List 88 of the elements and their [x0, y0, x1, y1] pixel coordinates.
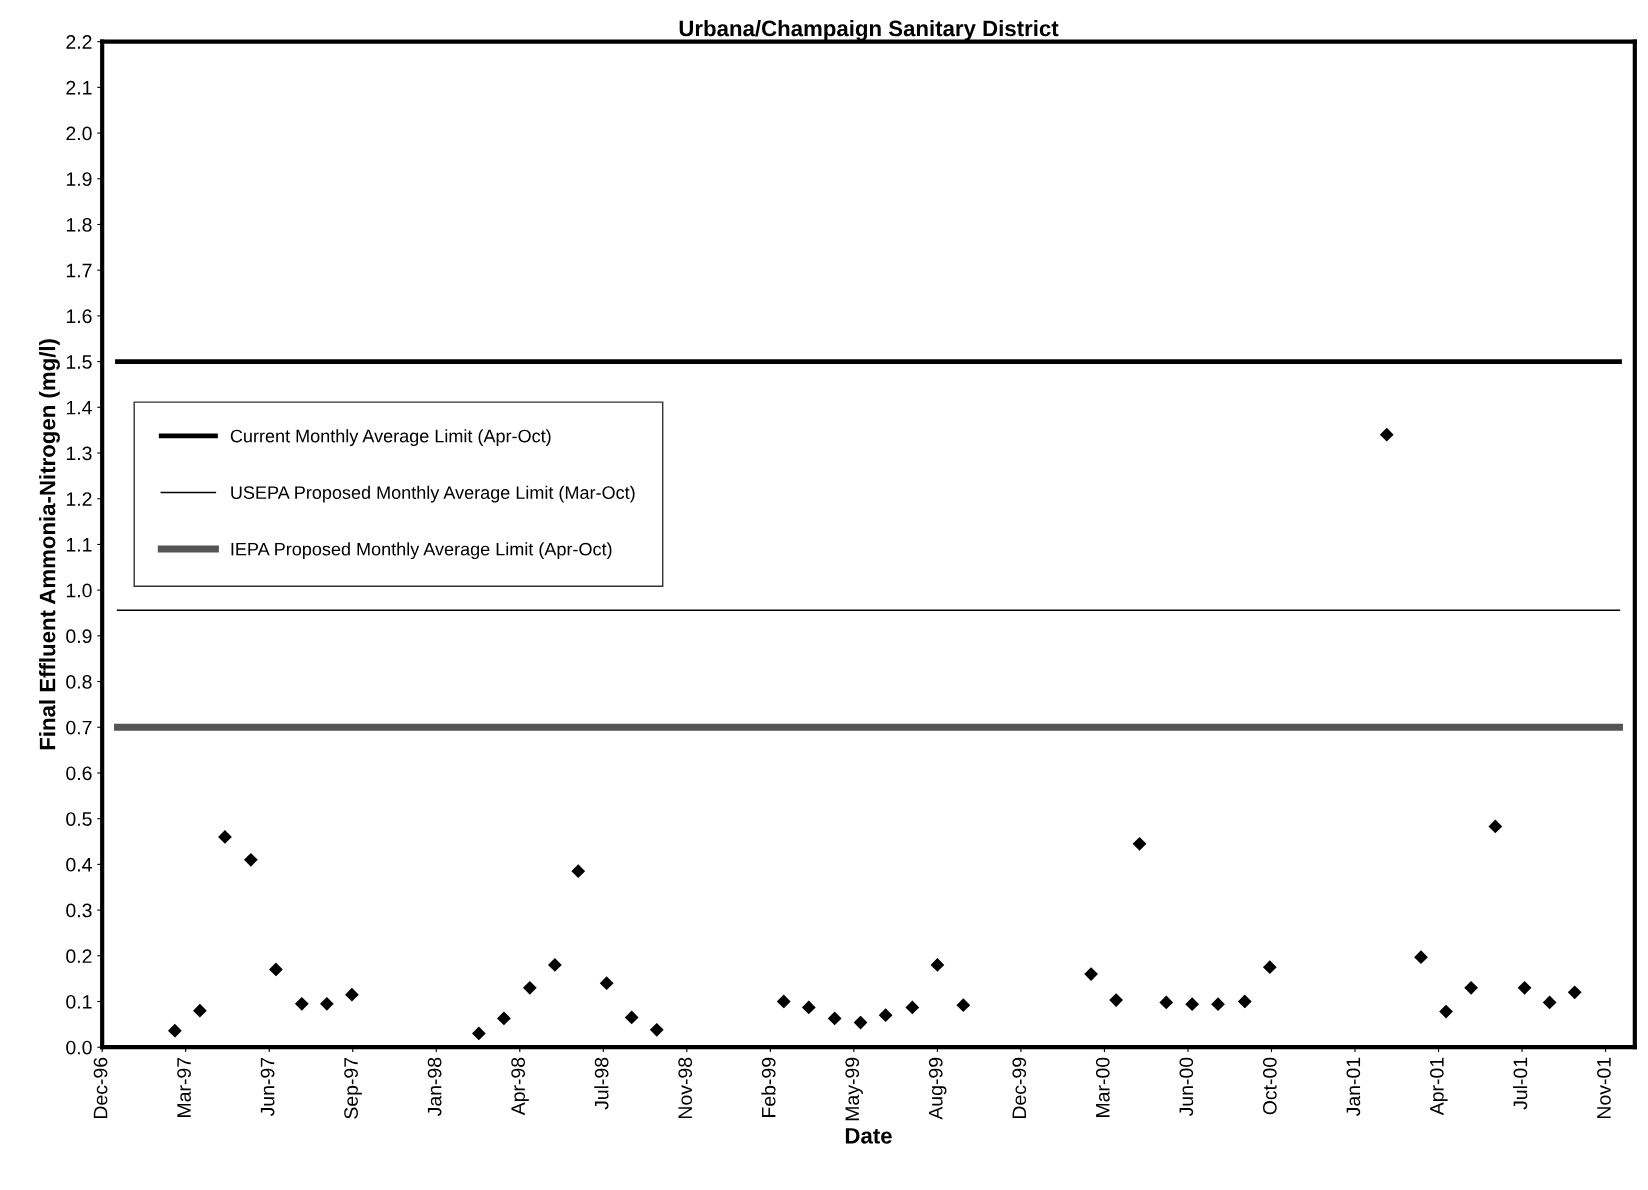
- point: [548, 958, 562, 972]
- y-tick-label: 0.6: [66, 766, 92, 781]
- y-tick-label: 0.1: [66, 994, 92, 1009]
- x-axis-title: Date: [845, 1128, 892, 1144]
- x-tick-label: Mar-97: [177, 1057, 191, 1117]
- x-tick-label: Nov-01: [1597, 1057, 1611, 1119]
- y-tick-label: 1.4: [66, 400, 92, 415]
- point: [600, 976, 614, 990]
- point: [1464, 981, 1478, 995]
- point: [930, 958, 944, 972]
- point: [1159, 995, 1173, 1009]
- y-tick-label: 0.9: [66, 629, 92, 644]
- point: [320, 997, 334, 1011]
- point: [879, 1008, 893, 1022]
- x-tick-label: Jul-01: [1513, 1057, 1528, 1110]
- point: [1238, 994, 1252, 1009]
- point: [777, 994, 791, 1009]
- y-tick-label: 1.5: [66, 355, 92, 369]
- x-tick-label: May-99: [845, 1057, 863, 1121]
- y-tick-label: 0.8: [66, 675, 92, 689]
- y-tick-label: 1.9: [66, 172, 92, 187]
- y-tick-label: 2.2: [66, 35, 92, 49]
- point: [1380, 428, 1394, 442]
- x-tick-label: Jun-00: [1179, 1057, 1194, 1117]
- point: [650, 1023, 664, 1037]
- point: [828, 1011, 842, 1025]
- point: [269, 962, 283, 977]
- legend-label: Current Monthly Average Limit (Apr-Oct): [230, 429, 551, 447]
- y-tick-label: 1.7: [66, 263, 92, 278]
- x-tick-label: Dec-96: [93, 1057, 108, 1119]
- x-tick-label: Aug-99: [928, 1057, 947, 1120]
- x-tick-label: Feb-99: [761, 1057, 776, 1117]
- x-tick-label: Jan-01: [1346, 1057, 1361, 1117]
- point: [802, 1000, 816, 1015]
- point: [472, 1026, 486, 1041]
- point: [295, 997, 309, 1011]
- point: [1568, 985, 1582, 999]
- point: [1084, 967, 1098, 981]
- point: [345, 988, 359, 1002]
- y-tick-label: 1.1: [66, 538, 92, 552]
- point: [1263, 960, 1277, 974]
- y-tick-label: 2.0: [66, 126, 92, 141]
- y-tick-label: 1.3: [66, 446, 92, 461]
- y-tick-label: 1.2: [66, 492, 92, 506]
- point: [625, 1010, 639, 1025]
- point: [244, 853, 258, 867]
- x-tick-label: Apr-01: [1429, 1057, 1448, 1116]
- y-tick-label: 1.0: [66, 583, 92, 598]
- y-tick-label: 2.1: [66, 80, 92, 95]
- point: [853, 1015, 868, 1030]
- point: [571, 864, 585, 878]
- point: [1488, 819, 1502, 834]
- point: [1211, 997, 1225, 1011]
- point: [523, 981, 537, 995]
- y-tick-label: 0.0: [66, 1040, 92, 1055]
- y-tick-label: 1.8: [66, 217, 92, 232]
- point: [1414, 950, 1428, 964]
- y-axis-title: Final Effluent Ammonia-Nitrogen (mg/l): [39, 339, 60, 750]
- x-tick-label: Oct-00: [1262, 1057, 1277, 1115]
- y-tick-label: 0.3: [66, 903, 92, 918]
- point: [905, 1000, 919, 1015]
- x-tick-label: Jun-97: [260, 1057, 275, 1117]
- y-tick-label: 0.4: [66, 857, 92, 872]
- y-tick-label: 0.7: [66, 720, 92, 735]
- x-tick-label: Sep-97: [344, 1057, 362, 1119]
- point: [1439, 1004, 1453, 1019]
- y-tick-label: 0.5: [66, 812, 92, 826]
- point: [956, 998, 970, 1012]
- x-tick-label: Dec-99: [1012, 1057, 1027, 1119]
- legend-label: IEPA Proposed Monthly Average Limit (Apr-Oct): [231, 542, 612, 560]
- point: [497, 1011, 511, 1025]
- point: [193, 1004, 207, 1018]
- chart-title: Urbana/Champaign Sanitary District: [679, 19, 1059, 41]
- y-tick-label: 1.6: [66, 309, 92, 324]
- legend-label: USEPA Proposed Monthly Average Limit (Mar-Oct): [231, 485, 635, 503]
- point: [1109, 993, 1123, 1007]
- x-tick-label: Jan-98: [427, 1057, 442, 1117]
- point: [1517, 981, 1532, 995]
- point: [1185, 997, 1199, 1011]
- point: [168, 1024, 182, 1038]
- y-tick-label: 0.2: [66, 949, 92, 964]
- x-tick-label: Nov-98: [678, 1057, 693, 1119]
- point: [1132, 837, 1147, 851]
- point: [1543, 995, 1557, 1009]
- x-tick-label: Jul-98: [594, 1057, 609, 1110]
- point: [218, 830, 232, 844]
- x-tick-label: Apr-98: [511, 1057, 529, 1116]
- x-tick-label: Mar-00: [1095, 1057, 1110, 1117]
